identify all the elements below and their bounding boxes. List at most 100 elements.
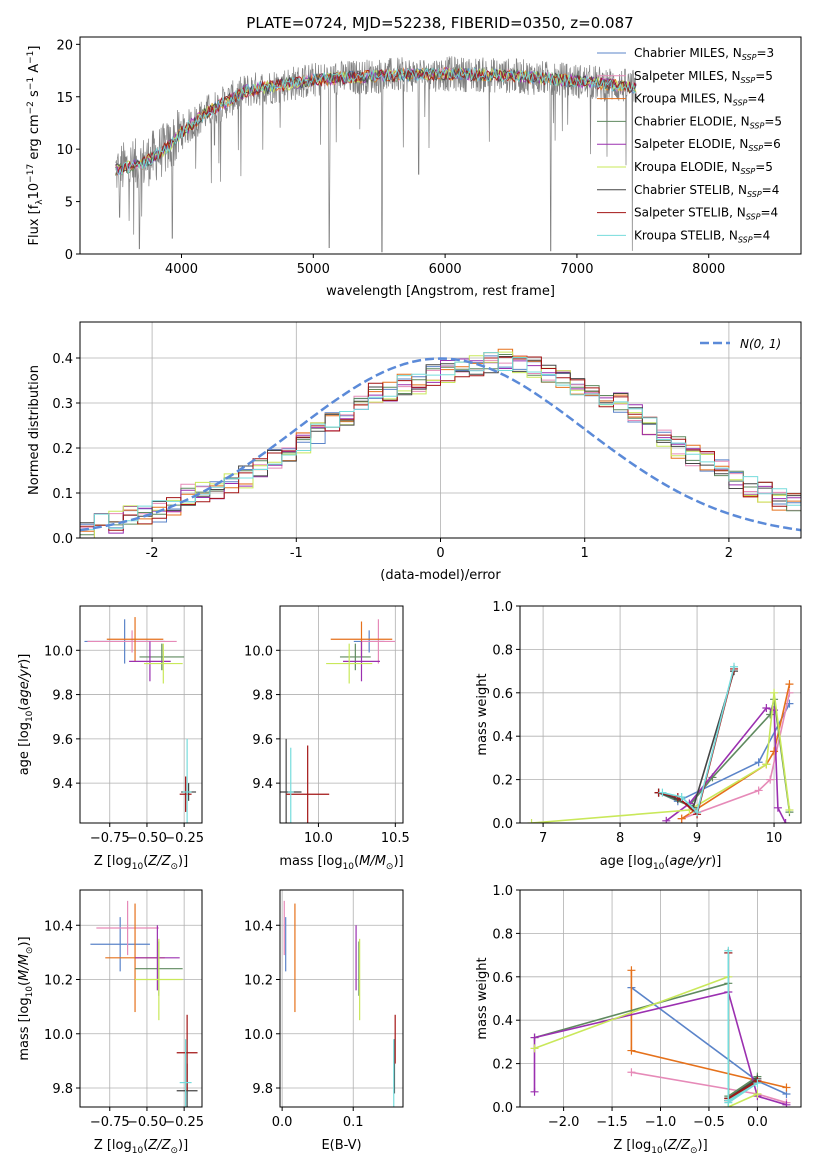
normal-curve xyxy=(80,357,801,532)
x-axis-label: E(B-V) xyxy=(321,1138,361,1153)
y-tick-label: 0.2 xyxy=(492,774,513,789)
legend-entry: Chabrier STELIB, NSSP=4 xyxy=(634,183,779,199)
mass-vs-extinction-panel: 0.0 0.1 9.8 10.0 10.2 10.4 E(B-V) xyxy=(244,889,404,1153)
y-tick-label: 10.0 xyxy=(244,1028,273,1043)
mass-weight-marker xyxy=(530,1033,539,1042)
y-tick-label: 9.4 xyxy=(52,777,73,792)
x-tick-label: 8 xyxy=(616,831,624,846)
mass-weight-marker xyxy=(627,1068,636,1077)
mass-weight-marker xyxy=(677,814,686,823)
mass-weight-marker xyxy=(530,1087,539,1096)
y-tick-label: 10.2 xyxy=(44,974,73,989)
y-tick-label: 9.8 xyxy=(52,1082,73,1097)
mass-weight-line xyxy=(665,707,787,823)
y-tick-label: 10.4 xyxy=(244,919,273,934)
mass-weight-marker xyxy=(785,680,794,689)
legend-entry: Salpeter MILES, NSSP=5 xyxy=(634,69,773,85)
y-axis-label: Flux [fλ10−17 erg cm−2 s−1 A−1] xyxy=(26,46,45,246)
mass-weight-marker xyxy=(658,788,667,797)
legend-entry: Kroupa MILES, NSSP=4 xyxy=(634,92,765,108)
model-spectrum-line xyxy=(115,67,637,176)
x-tick-label: 0.0 xyxy=(747,1115,768,1130)
x-tick-label: 5000 xyxy=(297,262,330,277)
x-axis-label: age [log10(age/yr)] xyxy=(600,854,722,872)
mass-weight-line xyxy=(727,950,758,1105)
y-tick-label: 0.2 xyxy=(52,442,73,457)
mass-weight-marker xyxy=(724,1096,733,1105)
y-tick-label: 0.6 xyxy=(492,971,513,986)
y-axis-label: mass weight xyxy=(475,957,490,1039)
figure-title: PLATE=0724, MJD=52238, FIBERID=0350, z=0… xyxy=(246,14,633,32)
plot-area xyxy=(90,900,198,1107)
y-tick-label: 15 xyxy=(56,91,73,106)
x-tick-label: 8000 xyxy=(692,262,725,277)
mass-weight-marker xyxy=(627,1046,636,1055)
mass-weight-marker xyxy=(781,819,790,823)
legend-entry: Kroupa STELIB, NSSP=4 xyxy=(634,228,770,244)
mass-weight-marker xyxy=(770,688,779,697)
residual-histogram-panel: -2 -1 0 1 2 0.0 0.1 0.2 0.3 0.4 (data-model)/error… xyxy=(27,321,802,583)
y-tick-label: 9.8 xyxy=(252,1082,273,1097)
x-tick-label: −2.0 xyxy=(548,1115,580,1130)
mass-weight-line xyxy=(681,683,791,820)
plot-area xyxy=(280,619,396,823)
axes-frame xyxy=(519,605,802,824)
mass-weight-marker xyxy=(782,1083,791,1092)
x-tick-label: −0.5 xyxy=(693,1115,725,1130)
residual-histogram-step xyxy=(80,351,801,538)
plot-area xyxy=(530,946,791,1107)
mass-weight-marker xyxy=(693,808,702,817)
axes-frame xyxy=(79,36,802,255)
mass-weight-marker xyxy=(527,819,536,823)
x-axis-label: Z [log10(Z/Z⊙)] xyxy=(613,1138,707,1156)
y-tick-label: 0.0 xyxy=(492,817,513,832)
plot-area xyxy=(80,348,801,538)
y-tick-label: 0.8 xyxy=(492,927,513,942)
mass-weight-marker xyxy=(662,816,671,823)
y-tick-label: 0.0 xyxy=(52,532,73,547)
x-axis-label: Z [log10(Z/Z⊙)] xyxy=(94,854,188,872)
mass-weight-marker xyxy=(770,747,779,756)
x-tick-label: 0.0 xyxy=(272,1115,293,1130)
legend-entry: Chabrier MILES, NSSP=3 xyxy=(634,46,774,62)
x-tick-label: 10 xyxy=(766,831,783,846)
x-tick-label: −0.25 xyxy=(164,831,204,846)
x-tick-label: 9 xyxy=(693,831,701,846)
x-tick-label: 7 xyxy=(539,831,547,846)
x-axis-label: (data-model)/error xyxy=(380,568,501,583)
age-vs-metallicity-panel: −0.75−0.50−0.25 9.4 9.6 9.8 10.0 Z [log10(Z/Z… xyxy=(17,605,204,872)
legend-entry: N(0, 1) xyxy=(740,337,781,351)
mass-weight-line xyxy=(662,666,735,814)
plot-area xyxy=(283,900,396,1107)
x-tick-label: 0.1 xyxy=(343,1115,364,1130)
y-tick-label: 9.4 xyxy=(252,777,273,792)
mass-weight-line xyxy=(681,692,791,820)
x-axis-label: mass [log10(M/M⊙)] xyxy=(279,854,403,872)
mass-weight-marker xyxy=(762,703,771,712)
legend-entry: Salpeter STELIB, NSSP=4 xyxy=(634,206,778,222)
mass-weight-line xyxy=(658,670,735,809)
age-vs-mass-panel: 10.0 10.5 9.4 9.6 9.8 10.0 mass [log10(M/M⊙)] xyxy=(244,605,410,872)
mass-weight-line xyxy=(534,982,758,1100)
y-tick-label: 10.0 xyxy=(244,644,273,659)
plot-area xyxy=(84,617,197,823)
y-tick-label: 0.4 xyxy=(52,352,73,367)
x-tick-label: −0.25 xyxy=(164,1115,204,1130)
x-tick-label: 7000 xyxy=(560,262,593,277)
x-tick-label: −0.50 xyxy=(127,831,167,846)
mass-weight-marker xyxy=(753,1089,762,1098)
axes-frame xyxy=(279,889,404,1108)
y-tick-label: 20 xyxy=(56,38,73,53)
mass-weight-line xyxy=(531,692,791,823)
mass-weight-marker xyxy=(627,966,636,975)
mass-weight-marker xyxy=(730,662,739,671)
y-tick-label: 0.1 xyxy=(52,487,73,502)
y-tick-label: 0.3 xyxy=(52,397,73,412)
x-tick-label: −1.0 xyxy=(645,1115,677,1130)
plot-area xyxy=(527,662,794,823)
y-tick-label: 9.8 xyxy=(252,689,273,704)
mass-weight-marker xyxy=(766,775,775,784)
legend-entry: Kroupa ELODIE, NSSP=5 xyxy=(634,160,773,176)
mass-weight-marker xyxy=(766,710,775,719)
